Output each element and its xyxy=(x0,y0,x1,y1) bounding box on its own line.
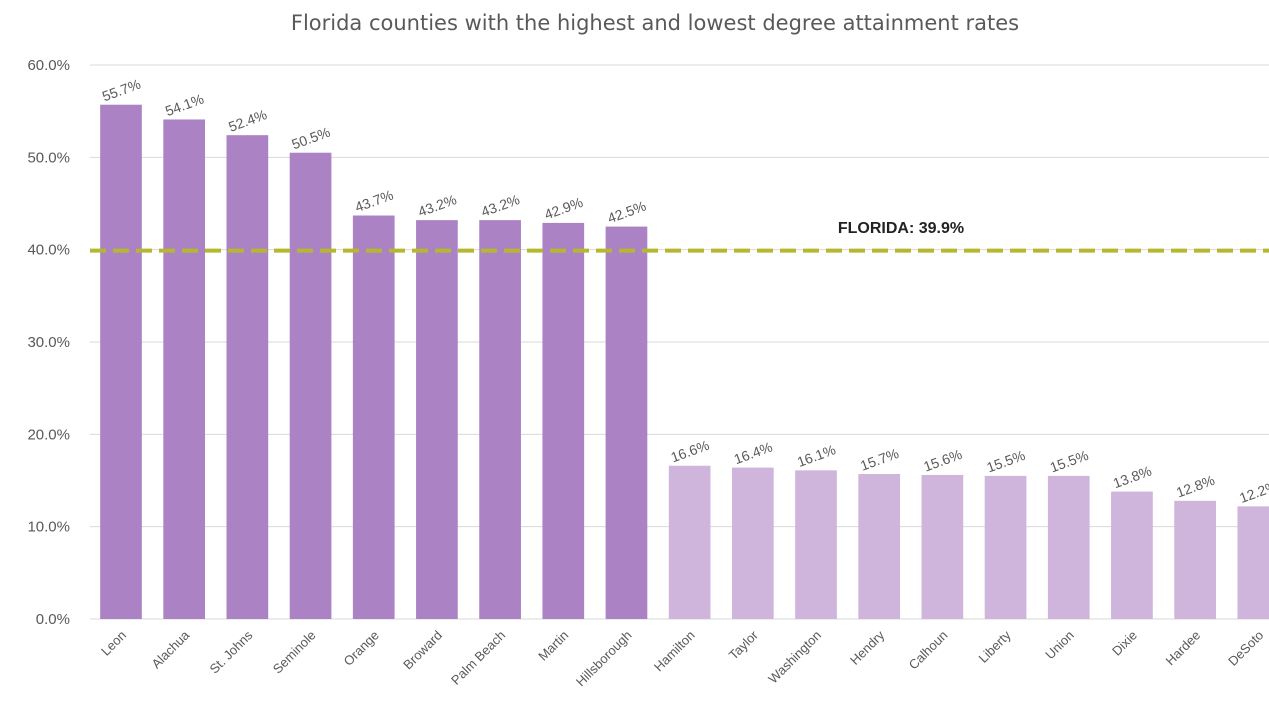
bar xyxy=(795,470,837,619)
chart-title: Florida counties with the highest and lo… xyxy=(291,11,1019,35)
data-label: 43.7% xyxy=(353,186,396,215)
bar xyxy=(479,220,521,619)
x-tick-label: Seminole xyxy=(270,628,319,677)
data-label: 52.4% xyxy=(226,106,269,135)
data-label: 42.9% xyxy=(542,194,585,223)
x-tick-label: Hamilton xyxy=(651,628,698,675)
x-tick-label: Washington xyxy=(765,628,824,687)
data-label: 15.6% xyxy=(921,446,964,475)
bar xyxy=(731,467,774,619)
x-tick-label: DeSoto xyxy=(1225,628,1266,669)
y-tick-label: 60.0% xyxy=(27,57,70,74)
x-tick-label: Union xyxy=(1042,628,1077,663)
bar xyxy=(921,474,964,619)
bar xyxy=(1237,506,1269,619)
data-label: 16.1% xyxy=(795,441,838,470)
reference-line-group: FLORIDA: 39.9% xyxy=(90,220,1269,253)
x-tick-label: Calhoun xyxy=(906,628,951,673)
bar xyxy=(1174,500,1216,619)
bar xyxy=(289,152,332,619)
x-tick-label: Hardee xyxy=(1162,628,1203,669)
x-tick-label: Palm Beach xyxy=(448,628,508,688)
data-label: 16.6% xyxy=(669,437,712,466)
x-tick-label: Orange xyxy=(341,628,382,669)
data-label: 54.1% xyxy=(163,90,206,119)
y-tick-label: 10.0% xyxy=(27,519,70,536)
data-label: 50.5% xyxy=(289,124,332,153)
x-tick-label: Leon xyxy=(98,628,129,659)
y-tick-label: 20.0% xyxy=(27,426,70,443)
data-label: 12.8% xyxy=(1174,472,1217,501)
y-tick-label: 50.0% xyxy=(27,149,70,166)
bar xyxy=(352,215,395,619)
x-tick-label: Hillsborough xyxy=(573,628,635,690)
x-tick-label: Alachua xyxy=(148,627,192,671)
bar xyxy=(1111,491,1153,619)
bar xyxy=(668,465,711,619)
x-tick-label: Liberty xyxy=(975,627,1014,666)
x-tick-label: Broward xyxy=(400,628,445,673)
bar xyxy=(858,474,901,619)
data-label: 43.2% xyxy=(416,191,459,220)
y-tick-label: 30.0% xyxy=(27,334,70,351)
reference-line-label: FLORIDA: 39.9% xyxy=(838,220,964,237)
bar xyxy=(226,135,269,619)
x-tick-label: St. Johns xyxy=(207,627,256,676)
x-tick-label: Dixie xyxy=(1109,628,1140,659)
bar xyxy=(542,222,585,619)
data-label: 43.2% xyxy=(479,191,522,220)
bar xyxy=(163,119,206,619)
y-tick-label: 40.0% xyxy=(27,242,70,259)
bar xyxy=(100,104,142,620)
bar xyxy=(984,475,1027,619)
bars xyxy=(100,104,1269,620)
data-label: 42.5% xyxy=(605,198,648,227)
data-label: 13.8% xyxy=(1111,463,1154,492)
x-axis-ticks: Leon Alachua St. Johns Seminole Orange Browar… xyxy=(98,627,1266,689)
data-label: 15.7% xyxy=(858,445,901,474)
data-label: 15.5% xyxy=(1048,447,1091,476)
y-axis-ticks: 0.0% 10.0% 20.0% 30.0% 40.0% 50.0% 60.0% xyxy=(27,57,70,628)
bar xyxy=(1047,475,1090,619)
x-tick-label: Martin xyxy=(535,628,571,664)
bar xyxy=(605,226,648,620)
data-label: 15.5% xyxy=(984,447,1027,476)
data-label: 55.7% xyxy=(100,76,143,105)
data-label: 12.2% xyxy=(1237,477,1269,506)
x-tick-label: Hendry xyxy=(847,627,888,668)
bar xyxy=(416,220,458,619)
x-tick-label: Taylor xyxy=(726,627,762,663)
data-labels: 55.7% 54.1% 52.4% 50.5% 43.7% 43.2% 43.2% 42.9%… xyxy=(100,76,1269,506)
y-tick-label: 0.0% xyxy=(36,611,70,628)
data-label: 16.4% xyxy=(732,439,775,468)
